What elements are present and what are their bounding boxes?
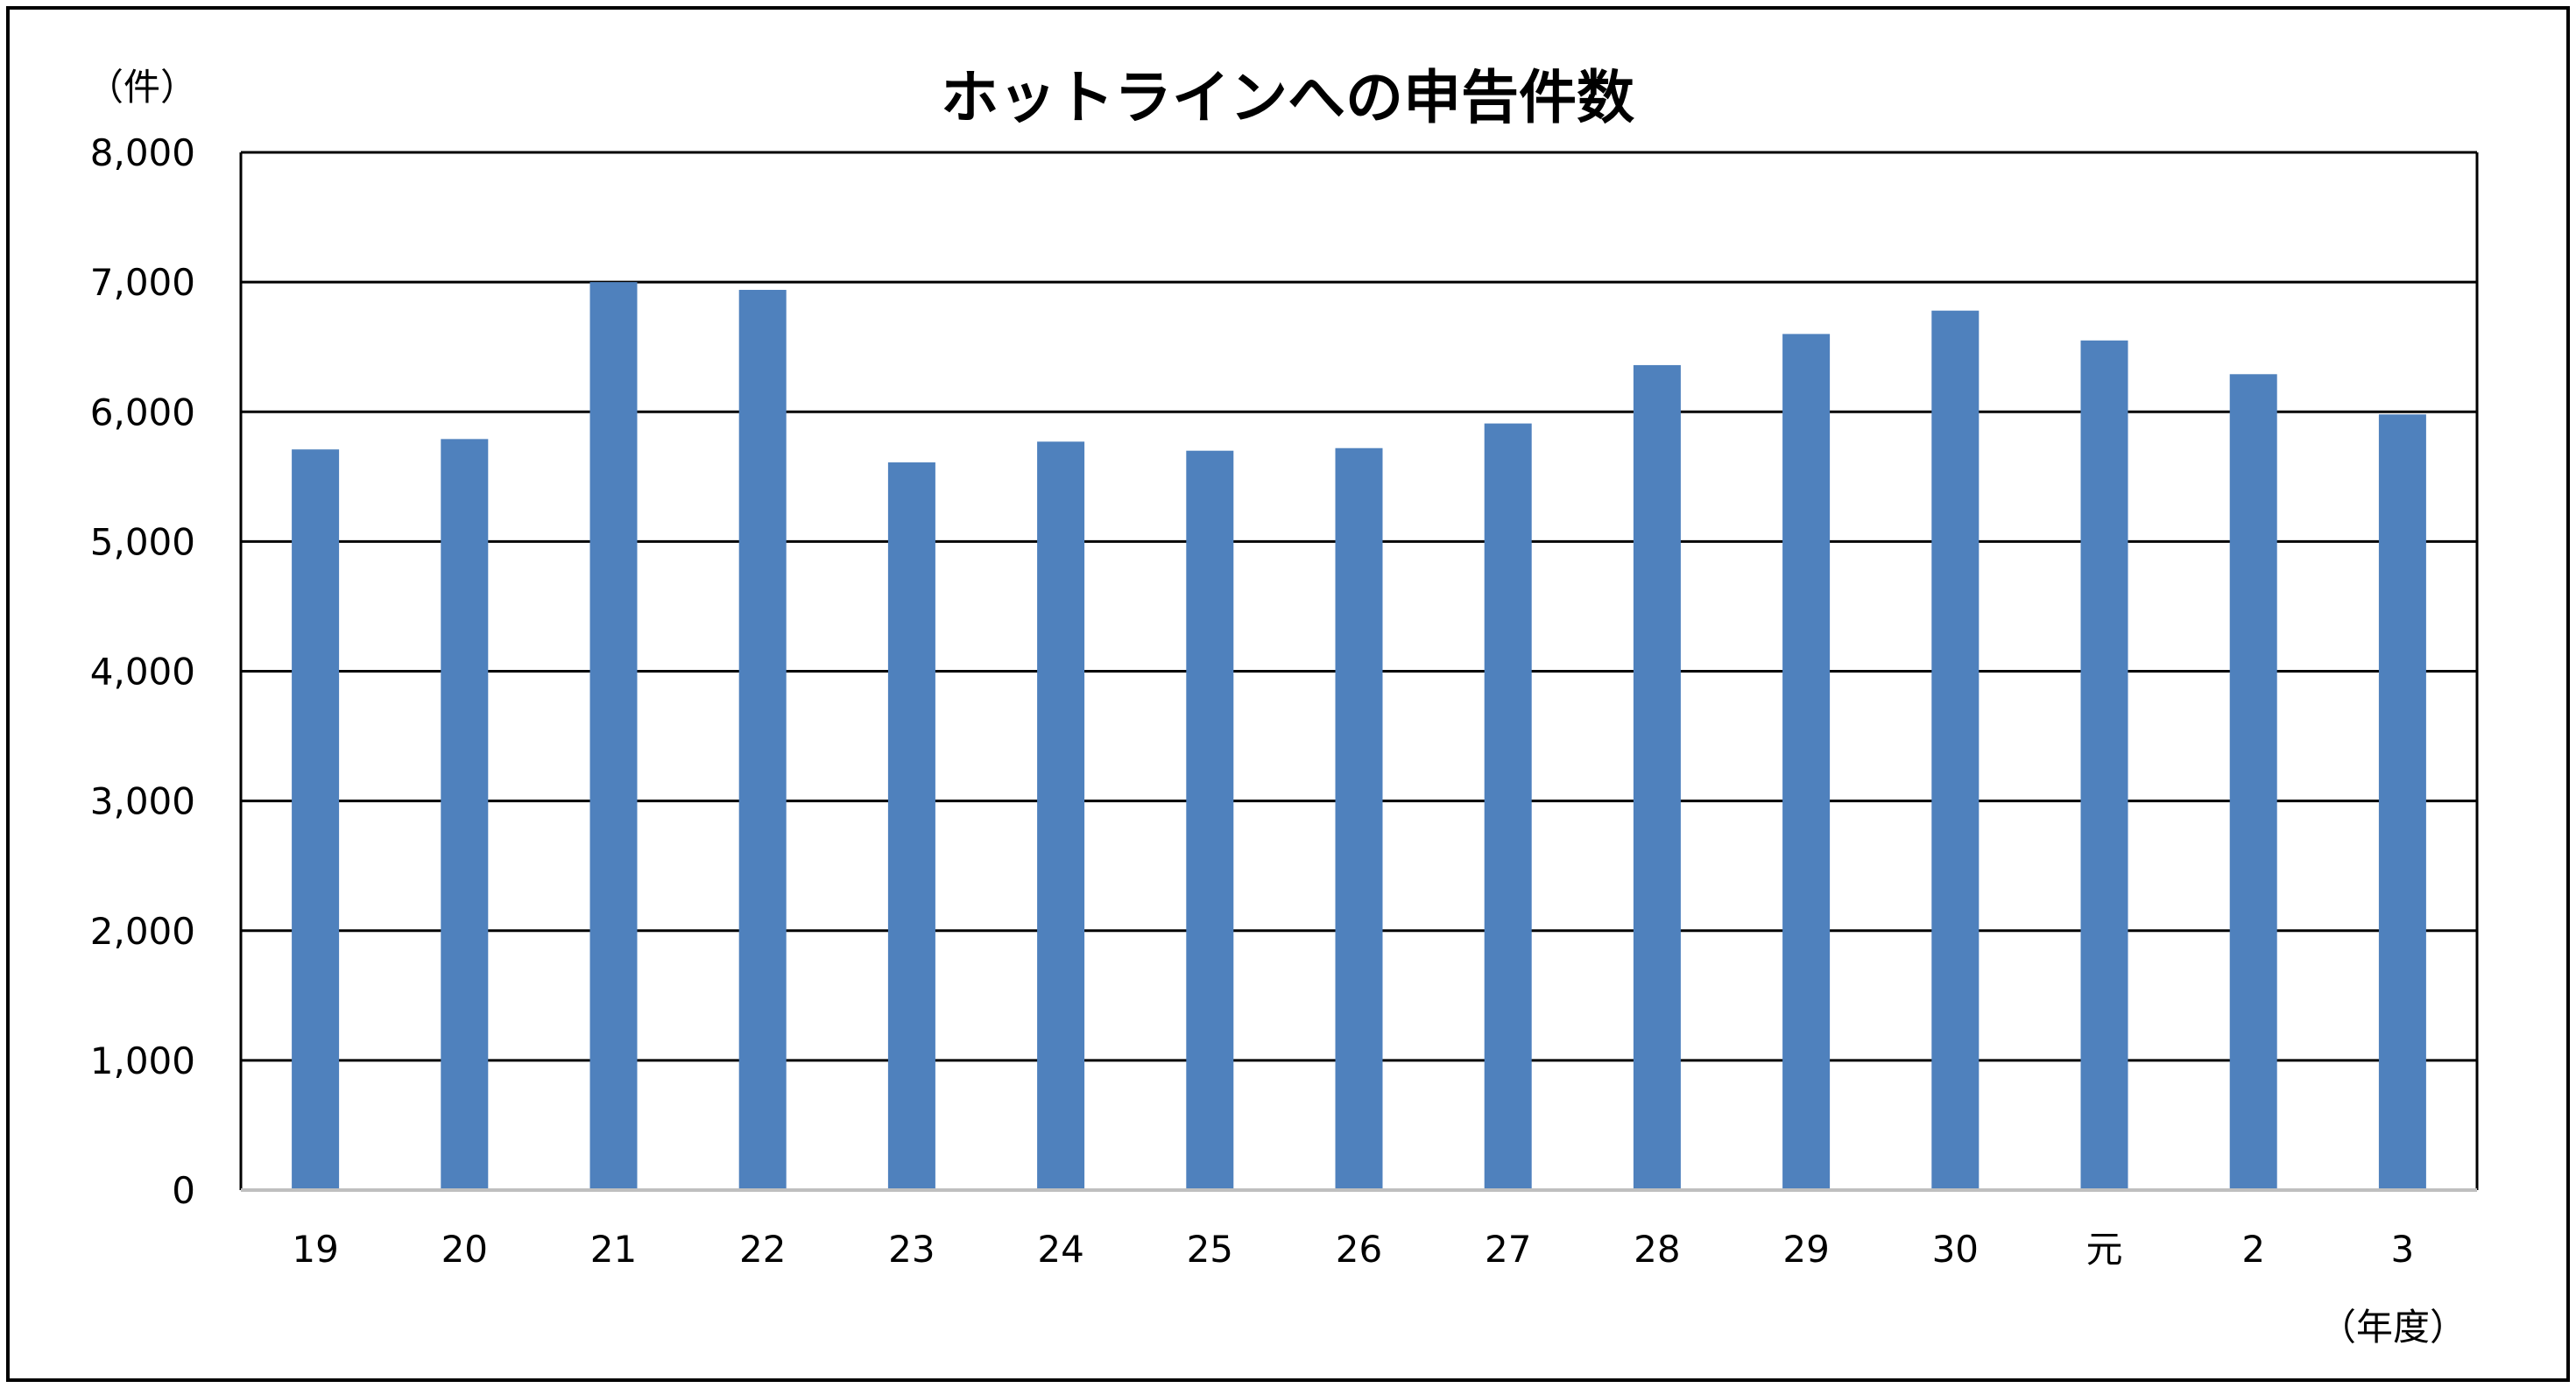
bar xyxy=(1484,423,1532,1190)
x-tick-label: 24 xyxy=(1037,1228,1083,1271)
bar xyxy=(2229,374,2277,1190)
x-tick-label: 22 xyxy=(739,1228,786,1271)
x-tick-label: 3 xyxy=(2391,1228,2415,1271)
x-tick-label: 30 xyxy=(1932,1228,1979,1271)
bar xyxy=(887,462,935,1190)
bar xyxy=(2080,340,2128,1190)
x-tick-label: 元 xyxy=(2086,1228,2122,1271)
bar xyxy=(1037,441,1085,1191)
x-tick-label: 25 xyxy=(1187,1228,1233,1271)
axes xyxy=(239,152,2479,1192)
x-tick-label: 23 xyxy=(888,1228,935,1271)
x-tick-label: 27 xyxy=(1485,1228,1531,1271)
bars xyxy=(292,282,2426,1191)
y-tick-label: 4,000 xyxy=(90,651,195,694)
bar xyxy=(1782,334,1831,1190)
bar xyxy=(589,282,638,1190)
outer-border xyxy=(6,6,2570,1382)
bar xyxy=(1186,450,1234,1190)
x-tick-labels: 19 20 21 22 23 24 25 26 27 28 29 30 元 2 3 xyxy=(292,1228,2414,1271)
y-tick-label: 7,000 xyxy=(90,261,195,304)
y-tick-label: 1,000 xyxy=(90,1039,195,1082)
x-axis-unit-label: （年度） xyxy=(2319,1306,2467,1349)
x-tick-label: 20 xyxy=(441,1228,488,1271)
bar xyxy=(1633,364,1681,1190)
y-tick-label: 6,000 xyxy=(90,391,195,433)
bar xyxy=(1931,310,1980,1190)
y-tick-labels: 0 1,000 2,000 3,000 4,000 5,000 6,000 7,000 8,00… xyxy=(90,131,195,1212)
y-axis-unit-label: （件） xyxy=(87,66,197,109)
bar xyxy=(292,449,340,1190)
x-tick-label: 26 xyxy=(1336,1228,1382,1271)
x-tick-label: 19 xyxy=(292,1228,338,1271)
y-tick-label: 5,000 xyxy=(90,520,195,563)
y-tick-label: 8,000 xyxy=(90,131,195,174)
x-tick-label: 28 xyxy=(1634,1228,1680,1271)
y-tick-label: 0 xyxy=(172,1169,195,1212)
chart-title: ホットラインへの申告件数 xyxy=(941,64,1634,131)
y-tick-label: 3,000 xyxy=(90,780,195,823)
bar xyxy=(2378,414,2426,1190)
bar xyxy=(738,290,787,1191)
y-tick-label: 2,000 xyxy=(90,910,195,953)
x-tick-label: 21 xyxy=(590,1228,637,1271)
bar xyxy=(441,439,489,1190)
x-tick-label: 2 xyxy=(2241,1228,2265,1271)
bar xyxy=(1335,447,1383,1191)
x-tick-label: 29 xyxy=(1782,1228,1829,1271)
